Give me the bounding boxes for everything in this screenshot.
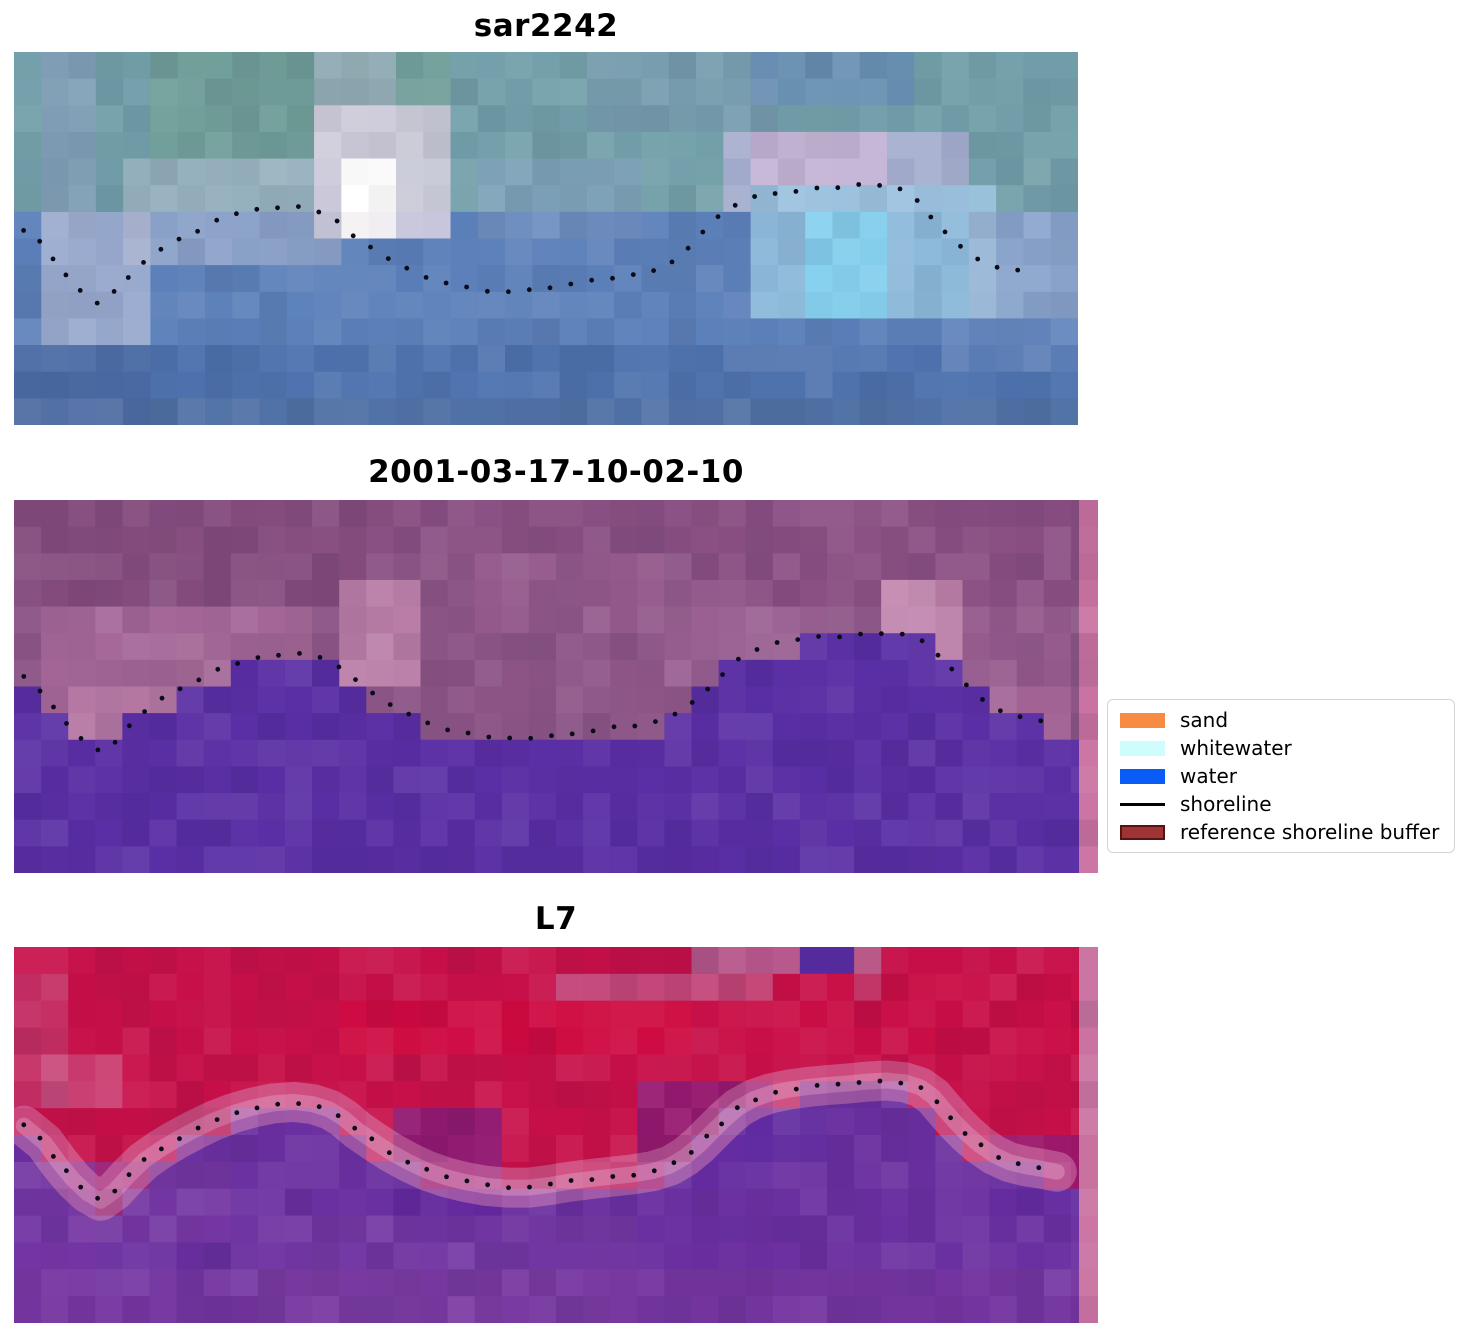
legend-label-whitewater: whitewater: [1180, 736, 1292, 760]
water-swatch: [1120, 768, 1165, 784]
legend-label-shoreline: shoreline: [1180, 792, 1272, 816]
panel-title-sar2242: sar2242: [473, 8, 619, 44]
legend-label-water: water: [1180, 764, 1237, 788]
reference-buffer-swatch: [1120, 824, 1165, 840]
legend-entry-shoreline: shoreline: [1120, 790, 1442, 818]
legend-label-sand: sand: [1180, 708, 1229, 732]
panel-image-0: [14, 52, 1078, 425]
legend: sand whitewater water shoreline referenc…: [1107, 699, 1455, 853]
legend-label-reference-buffer: reference shoreline buffer: [1180, 820, 1440, 844]
legend-entry-sand: sand: [1120, 706, 1442, 734]
whitewater-swatch: [1120, 740, 1165, 756]
panel-image-2: [14, 947, 1098, 1323]
legend-entry-water: water: [1120, 762, 1442, 790]
panel-title-date: 2001-03-17-10-02-10: [368, 454, 744, 490]
shoreline-swatch: [1120, 802, 1165, 806]
panel-image-1: [14, 500, 1098, 873]
panel-title-l7: L7: [534, 901, 578, 937]
sand-swatch: [1120, 712, 1165, 728]
legend-entry-whitewater: whitewater: [1120, 734, 1442, 762]
legend-entry-reference-buffer: reference shoreline buffer: [1120, 818, 1442, 846]
